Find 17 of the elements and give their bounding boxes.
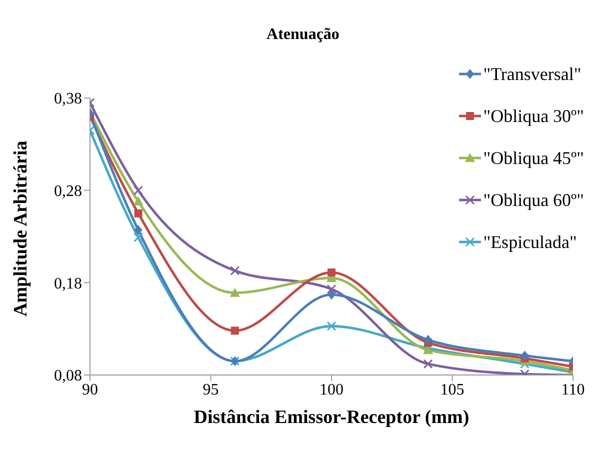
y-axis-title: Amplitude Arbitrária [10, 140, 32, 316]
legend-label: "Obliqua 30º" [483, 106, 584, 126]
legend-label: "Obliqua 60º" [483, 190, 584, 210]
y-tick-label: 0,38 [54, 90, 82, 108]
x-tick-label: 95 [202, 381, 219, 398]
x-axis-title: Distância Emissor-Receptor (mm) [194, 407, 470, 428]
x-tick-label: 90 [82, 381, 98, 398]
x-tick-label: 105 [440, 381, 464, 398]
legend-label: "Transversal" [483, 64, 582, 84]
legend-label: "Espiculada" [483, 232, 577, 252]
y-tick-label: 0,18 [54, 275, 82, 292]
x-tick-label: 110 [561, 381, 585, 398]
y-tick-label: 0,08 [54, 368, 82, 385]
x-tick-label: 100 [320, 381, 344, 398]
legend-label: "Obliqua 45º" [483, 148, 584, 168]
y-tick-label: 0,28 [54, 183, 82, 200]
chart-title: Atenuação [266, 26, 340, 44]
